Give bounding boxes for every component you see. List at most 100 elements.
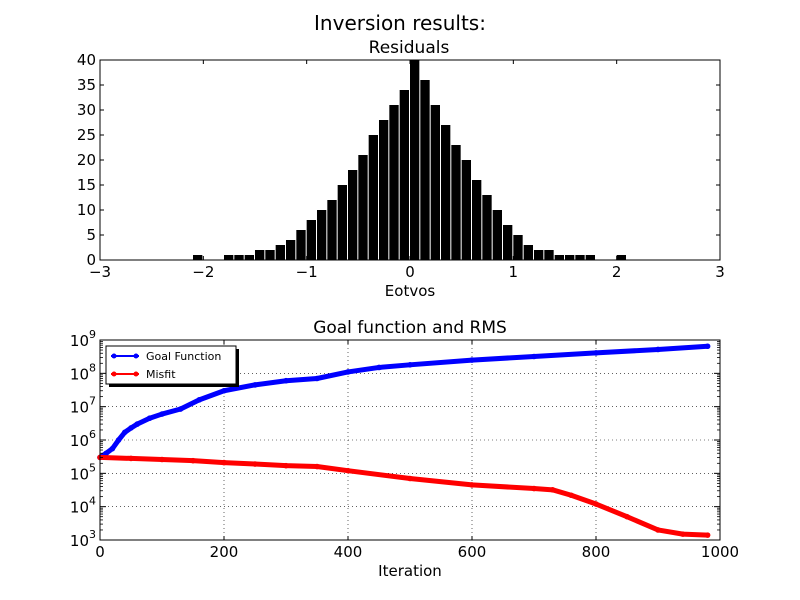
goal-function-x-axis-label: Iteration <box>378 562 442 580</box>
histogram-bar <box>430 105 440 260</box>
goal-function-title: Goal function and RMS <box>313 318 507 338</box>
histogram-bar <box>224 255 234 260</box>
goal-function-y-ticks: 103 104 105 106 107 108 109 <box>70 328 720 550</box>
series-point <box>549 487 556 493</box>
series-point <box>531 485 537 492</box>
x-tick-label: 400 <box>334 543 363 561</box>
series-point <box>624 513 630 520</box>
x-tick-label: 0 <box>405 263 415 281</box>
series-point <box>177 406 184 412</box>
x-tick-label: 600 <box>458 543 487 561</box>
y-tick-label: 109 <box>70 328 96 350</box>
x-tick-label: 200 <box>210 543 239 561</box>
y-tick-label: 0 <box>86 251 96 269</box>
histogram-bar <box>337 185 347 260</box>
histogram-bars <box>193 60 626 260</box>
y-tick-label: 30 <box>77 101 96 119</box>
series-point <box>593 350 599 356</box>
series-point <box>593 501 599 507</box>
y-tick-label: 5 <box>86 226 96 244</box>
histogram-bar <box>275 245 285 260</box>
x-tick-label: 0 <box>95 543 105 561</box>
series-point <box>314 375 320 382</box>
series-point <box>146 415 153 422</box>
x-tick-label: 1 <box>509 263 519 281</box>
histogram-bar <box>441 125 451 260</box>
series-point <box>704 343 711 350</box>
histogram-bar <box>234 255 244 260</box>
histogram-bar <box>358 155 368 260</box>
legend-box <box>105 345 237 385</box>
figure-suptitle: Inversion results: <box>314 11 486 35</box>
x-tick-label: 2 <box>612 263 622 281</box>
legend-marker <box>133 353 139 359</box>
series-point <box>407 362 413 368</box>
series-point <box>655 527 661 533</box>
y-tick-label: 10 <box>77 201 96 219</box>
histogram-bar <box>554 255 564 260</box>
series-point <box>128 455 134 462</box>
histogram-bar <box>513 235 523 260</box>
y-tick-label: 108 <box>70 361 96 383</box>
x-tick-label: 1000 <box>701 543 739 561</box>
series-point <box>568 492 574 499</box>
histogram-bar <box>420 80 430 260</box>
histogram-bar <box>244 255 254 260</box>
goal-function-series <box>97 343 711 538</box>
histogram-bar <box>410 60 420 260</box>
histogram-bar <box>193 255 203 260</box>
x-tick-label: −1 <box>296 263 318 281</box>
series-point <box>283 462 289 469</box>
histogram-bar <box>503 225 513 260</box>
y-tick-label: 40 <box>77 51 96 69</box>
y-tick-label: 15 <box>77 176 96 194</box>
y-tick-label: 103 <box>70 528 96 550</box>
series-point <box>122 429 128 436</box>
histogram-bar <box>389 105 399 260</box>
histogram-bar <box>616 255 626 260</box>
x-tick-label: −3 <box>89 263 111 281</box>
series-point <box>159 411 165 417</box>
legend-label: Goal Function <box>146 350 221 363</box>
residuals-title: Residuals <box>369 38 450 58</box>
legend-marker <box>133 371 139 377</box>
legend-label: Misfit <box>146 368 176 381</box>
residuals-y-ticks: 0 5 10 15 20 25 30 35 40 <box>77 51 720 269</box>
legend-marker <box>111 353 117 359</box>
series-point <box>314 463 320 470</box>
y-tick-label: 104 <box>70 495 96 517</box>
series-point <box>252 461 258 467</box>
y-tick-label: 105 <box>70 461 96 483</box>
histogram-bar <box>544 250 554 260</box>
histogram-bar <box>461 160 471 260</box>
histogram-bar <box>368 135 378 260</box>
histogram-bar <box>451 145 461 260</box>
x-tick-label: 3 <box>715 263 725 281</box>
histogram-bar <box>534 250 544 260</box>
series-point <box>407 475 413 482</box>
series-point <box>221 459 227 466</box>
histogram-bar <box>472 180 482 260</box>
series-point <box>159 456 165 463</box>
series-point <box>190 457 196 464</box>
histogram-bar <box>565 255 575 260</box>
series-point <box>221 387 227 394</box>
series-point <box>115 437 122 443</box>
residuals-x-axis-label: Eotvos <box>385 282 436 300</box>
histogram-bar <box>317 210 327 260</box>
histogram-bar <box>286 240 296 260</box>
histogram-bar <box>265 250 275 260</box>
y-tick-label: 25 <box>77 126 96 144</box>
y-tick-label: 20 <box>77 151 96 169</box>
legend: Goal Function Misfit <box>105 345 239 387</box>
series-point <box>655 346 661 353</box>
series-point <box>345 467 351 474</box>
series-point <box>680 531 686 537</box>
series-point <box>531 353 537 360</box>
legend-marker <box>111 371 117 377</box>
y-tick-label: 106 <box>70 428 96 450</box>
histogram-bar <box>327 200 337 260</box>
series-point <box>376 364 382 371</box>
histogram-bar <box>492 210 502 260</box>
